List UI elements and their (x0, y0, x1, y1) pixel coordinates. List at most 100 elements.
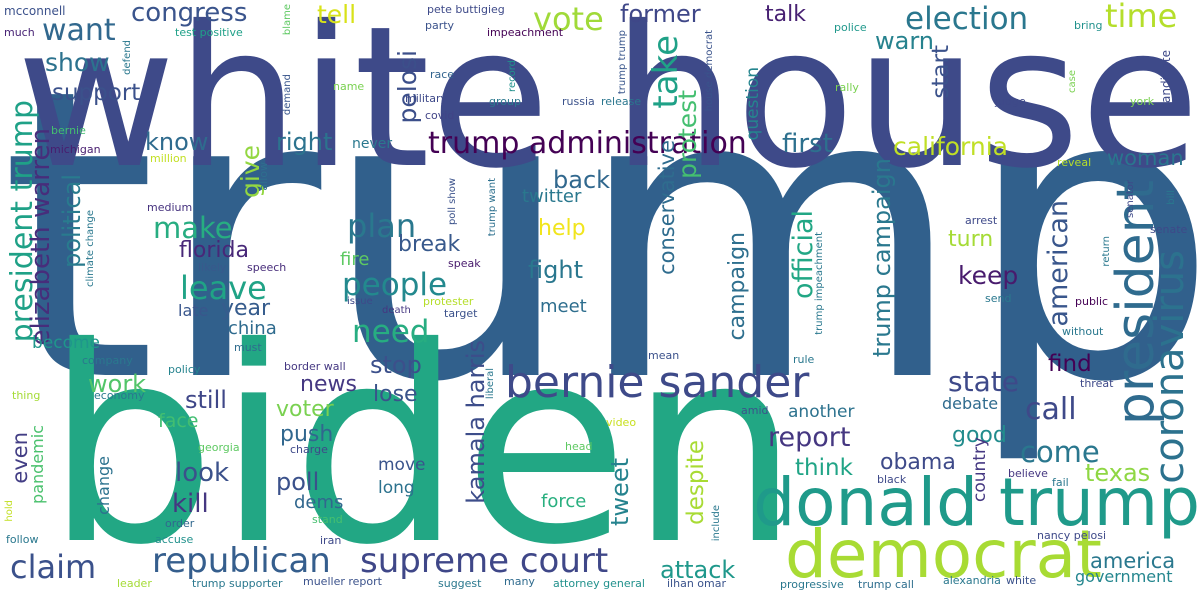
word-iran: iran (320, 534, 342, 547)
word-believe: believe (1008, 467, 1048, 480)
word-warn: warn (875, 27, 934, 55)
word-kamala-harris: kamala harris (462, 340, 490, 504)
word-accuse: accuse (155, 533, 194, 546)
word-back: back (553, 166, 611, 194)
word-plan: plan (347, 207, 417, 245)
word-work: work (88, 370, 147, 398)
word-rule: rule (793, 353, 815, 366)
word-bill: bill (1166, 190, 1177, 205)
word-blame: blame (282, 4, 293, 36)
word-liberal: liberal (485, 368, 496, 400)
word-attorney-general: attorney general (553, 577, 645, 590)
word-house-democrat: house democrat (704, 30, 715, 112)
word-turn: turn (948, 227, 994, 252)
word-support: support (52, 80, 141, 106)
word-congress: congress (131, 0, 248, 28)
word-defend: defend (122, 40, 133, 75)
word-think: think (795, 455, 853, 481)
word-donald-trump: donald trump (753, 464, 1200, 541)
word-senator: senator (1125, 180, 1136, 218)
word-name: name (333, 80, 365, 93)
word-despite: despite (683, 440, 709, 525)
word-former: former (620, 0, 701, 28)
word-report: report (768, 422, 851, 453)
word-pete-buttigieg: pete buttigieg (427, 3, 505, 16)
word-american: american (1043, 200, 1074, 327)
word-trump-campaign: trump campaign (868, 158, 896, 358)
word-question: question (743, 67, 763, 141)
word-judge: judge (995, 95, 1026, 108)
word-race: race (430, 68, 455, 81)
word-threat: threat (1080, 377, 1114, 390)
word-leave: leave (180, 269, 267, 307)
word-trump-impeachment: trump impeachment (814, 232, 825, 335)
word-trump: trump (0, 5, 1200, 470)
word-stand: stand (312, 513, 343, 526)
word-another: another (788, 402, 855, 422)
word-allow: allow (257, 162, 270, 191)
word-biden: biden (45, 289, 801, 600)
word-republican: republican (152, 541, 331, 581)
word-fight: fight (528, 256, 583, 284)
word-reveal: reveal (1057, 156, 1092, 169)
word-election: election (905, 1, 1029, 37)
word-follow: follow (6, 533, 39, 546)
word-white-house: white house (16, 0, 1200, 211)
word-want: want (42, 13, 116, 48)
word-head: head (565, 440, 593, 453)
word-climate-change: climate change (85, 210, 96, 287)
word-voter: voter (276, 397, 334, 422)
word-show: show (45, 48, 110, 77)
word-democrat: democrat (785, 516, 1102, 593)
word-official: official (788, 210, 819, 300)
word-arrest: arrest (965, 214, 998, 227)
word-pandemic: pandemic (28, 425, 47, 504)
word-make: make (153, 211, 233, 245)
word-face: face (158, 410, 199, 432)
word-leader: leader (117, 577, 152, 590)
word-many: many (504, 575, 535, 588)
word-start: start (928, 45, 954, 99)
word-kill: kill (172, 489, 209, 519)
word-year: year (221, 296, 271, 321)
word-tell: tell (317, 0, 357, 29)
word-hold: hold (4, 500, 15, 522)
word-fire: fire (340, 249, 370, 270)
word-poll-show: poll show (447, 178, 458, 226)
word-bring: bring (1074, 19, 1103, 32)
word-talk: talk (765, 2, 806, 27)
word-demand: demand (282, 74, 293, 116)
word-twitter: twitter (522, 186, 582, 207)
word-look: look (175, 458, 230, 488)
word-state: state (948, 365, 1019, 398)
word-trump-supporter: trump supporter (192, 577, 283, 590)
word-woman: woman (1107, 146, 1184, 170)
word-california: california (893, 132, 1009, 161)
word-mueller-report: mueller report (303, 575, 382, 588)
word-country: country (970, 437, 990, 503)
word-speak: speak (448, 257, 481, 270)
word-progressive: progressive (780, 578, 844, 591)
word-policy: policy (168, 363, 201, 376)
word-york: york (1130, 95, 1155, 108)
word-help: help (538, 216, 586, 241)
word-party: party (425, 19, 455, 32)
word-elizabeth-warren: elizabeth warren (26, 128, 56, 346)
word-dems: dems (294, 492, 344, 513)
word-thing: thing (12, 389, 41, 402)
word-mcconnell: mcconnell (4, 4, 66, 18)
word-america: america (1090, 549, 1176, 573)
word-protester: protester (423, 295, 474, 308)
word-trump-administration: trump administration (428, 126, 747, 161)
word-amid: amid (741, 404, 769, 417)
word-campaign: campaign (725, 232, 750, 341)
word-texas: texas (1085, 459, 1151, 487)
word-alexandria: alexandria (943, 574, 1001, 587)
word-meet: meet (540, 296, 587, 317)
word-impeachment: impeachment (487, 26, 564, 39)
word-send: send (985, 292, 1012, 305)
word-likely: likely (198, 261, 227, 274)
word-fail: fail (1052, 476, 1069, 489)
word-ilhan-omar: ilhan omar (667, 577, 727, 590)
word-much: much (4, 26, 35, 39)
